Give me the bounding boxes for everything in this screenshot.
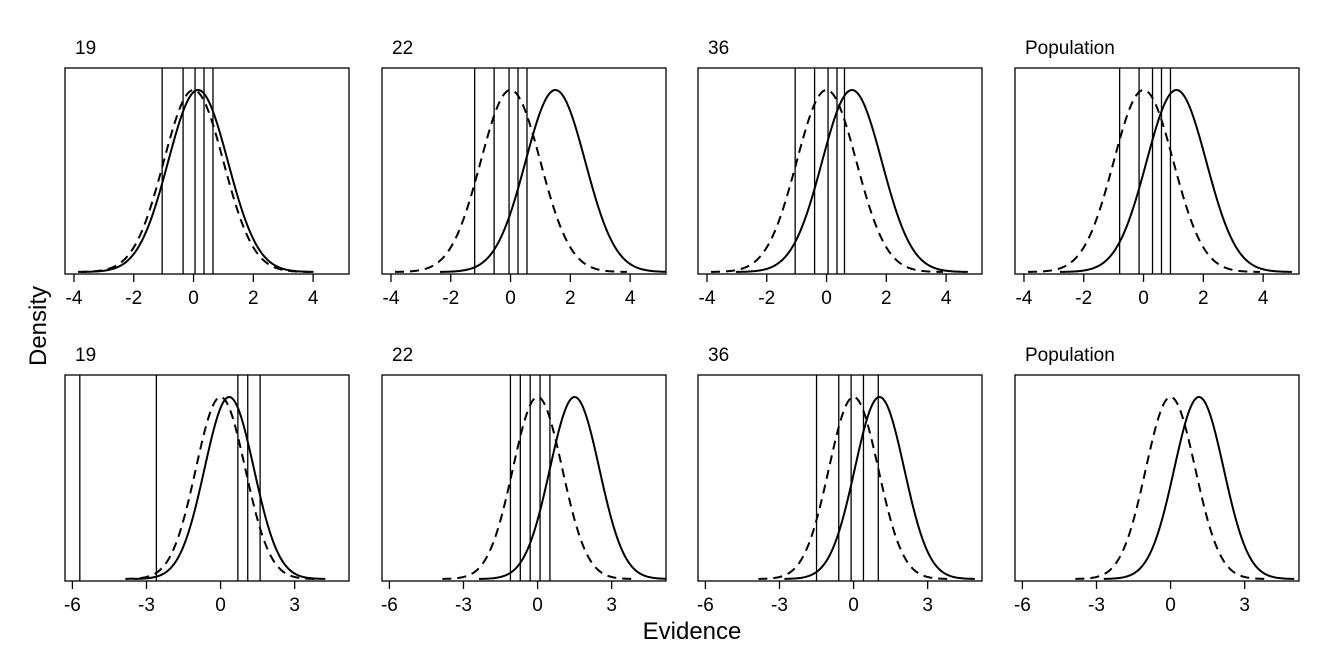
x-tick-label: -4 bbox=[699, 288, 716, 309]
panel-title: 36 bbox=[708, 38, 729, 59]
plot-frame bbox=[1014, 374, 1300, 582]
signal-density-curve bbox=[439, 89, 667, 273]
panel-title: 19 bbox=[75, 345, 96, 366]
x-tick-label: 3 bbox=[1239, 595, 1250, 616]
plot-frame bbox=[381, 374, 667, 582]
panel-title: 19 bbox=[75, 38, 96, 59]
panel-title: 22 bbox=[392, 345, 413, 366]
panel-title: 22 bbox=[392, 38, 413, 59]
x-tick-label: -3 bbox=[455, 595, 472, 616]
panel: 36 -6 -3 0 3 bbox=[697, 345, 983, 616]
signal-density-curve bbox=[1059, 89, 1292, 273]
panel: Population -6 -3 0 3 bbox=[1014, 345, 1300, 616]
plot-frame bbox=[1014, 67, 1300, 275]
x-tick-label: 0 bbox=[1138, 288, 1149, 309]
signal-density-curve bbox=[735, 88, 968, 273]
noise-density-curve bbox=[1075, 396, 1266, 580]
panel-title: Population bbox=[1025, 38, 1115, 59]
x-tick-label: -2 bbox=[442, 288, 459, 309]
x-tick-label: -3 bbox=[771, 595, 788, 616]
signal-density-curve bbox=[133, 395, 326, 580]
panel: 22 -4 -2 0 2 4 bbox=[381, 38, 667, 309]
x-tick-label: -2 bbox=[1075, 288, 1092, 309]
x-tick-label: 0 bbox=[532, 595, 543, 616]
plot-frame bbox=[64, 374, 350, 582]
panel: Population -4 -2 0 2 4 bbox=[1014, 38, 1300, 309]
x-tick-label: 4 bbox=[625, 288, 636, 309]
plot-frame bbox=[381, 67, 667, 275]
x-tick-label: 3 bbox=[289, 595, 300, 616]
plot-frame bbox=[64, 67, 350, 275]
noise-density-curve bbox=[442, 396, 633, 580]
signal-density-curve bbox=[81, 89, 314, 273]
x-axis-label: Evidence bbox=[643, 618, 742, 645]
panel-title: Population bbox=[1025, 345, 1115, 366]
x-tick-label: -2 bbox=[125, 288, 142, 309]
x-tick-label: -3 bbox=[138, 595, 155, 616]
noise-density-curve bbox=[395, 89, 627, 273]
signal-density-curve bbox=[1103, 396, 1295, 580]
x-tick-label: -4 bbox=[66, 288, 83, 309]
x-tick-label: 4 bbox=[1258, 288, 1269, 309]
x-tick-label: 3 bbox=[922, 595, 933, 616]
noise-density-curve bbox=[758, 396, 949, 580]
panel: 19 -4 -2 0 2 4 bbox=[64, 38, 350, 309]
plot-frame bbox=[697, 67, 983, 275]
y-axis-label: Density bbox=[25, 286, 52, 366]
x-tick-label: -6 bbox=[381, 595, 398, 616]
noise-density-curve bbox=[1028, 89, 1260, 273]
x-tick-label: 0 bbox=[1165, 595, 1176, 616]
x-tick-label: 0 bbox=[505, 288, 516, 309]
x-tick-label: 2 bbox=[565, 288, 576, 309]
plot-frame bbox=[697, 374, 983, 582]
x-tick-label: 2 bbox=[248, 288, 259, 309]
x-tick-label: 2 bbox=[881, 288, 892, 309]
x-tick-label: 0 bbox=[188, 288, 199, 309]
x-tick-label: 0 bbox=[848, 595, 859, 616]
x-tick-label: -3 bbox=[1088, 595, 1105, 616]
x-tick-label: -6 bbox=[64, 595, 81, 616]
x-tick-label: 0 bbox=[821, 288, 832, 309]
signal-density-curve bbox=[479, 395, 667, 580]
x-tick-label: 2 bbox=[1198, 288, 1209, 309]
noise-density-curve bbox=[78, 89, 310, 273]
x-tick-label: 3 bbox=[606, 595, 617, 616]
panel: 36 -4 -2 0 2 4 bbox=[697, 38, 983, 309]
panel: 22 -6 -3 0 3 bbox=[381, 345, 667, 616]
x-tick-label: -4 bbox=[1016, 288, 1033, 309]
signal-density-curve bbox=[784, 396, 975, 580]
panel-title: 36 bbox=[708, 345, 729, 366]
x-tick-label: -4 bbox=[383, 288, 400, 309]
panel: 19 -6 -3 0 3 bbox=[64, 345, 350, 616]
x-tick-label: 4 bbox=[308, 288, 319, 309]
noise-density-curve bbox=[125, 396, 316, 580]
noise-density-curve bbox=[711, 89, 943, 273]
x-tick-label: 4 bbox=[941, 288, 952, 309]
x-tick-label: -2 bbox=[758, 288, 775, 309]
x-tick-label: 0 bbox=[215, 595, 226, 616]
x-tick-label: -6 bbox=[697, 595, 714, 616]
x-tick-label: -6 bbox=[1014, 595, 1031, 616]
panel-grid: 19 -4 -2 0 2 4 22 -4 -2 0 2 4 36 -4 -2 0 2 4 Population -4 -… bbox=[64, 38, 1300, 616]
